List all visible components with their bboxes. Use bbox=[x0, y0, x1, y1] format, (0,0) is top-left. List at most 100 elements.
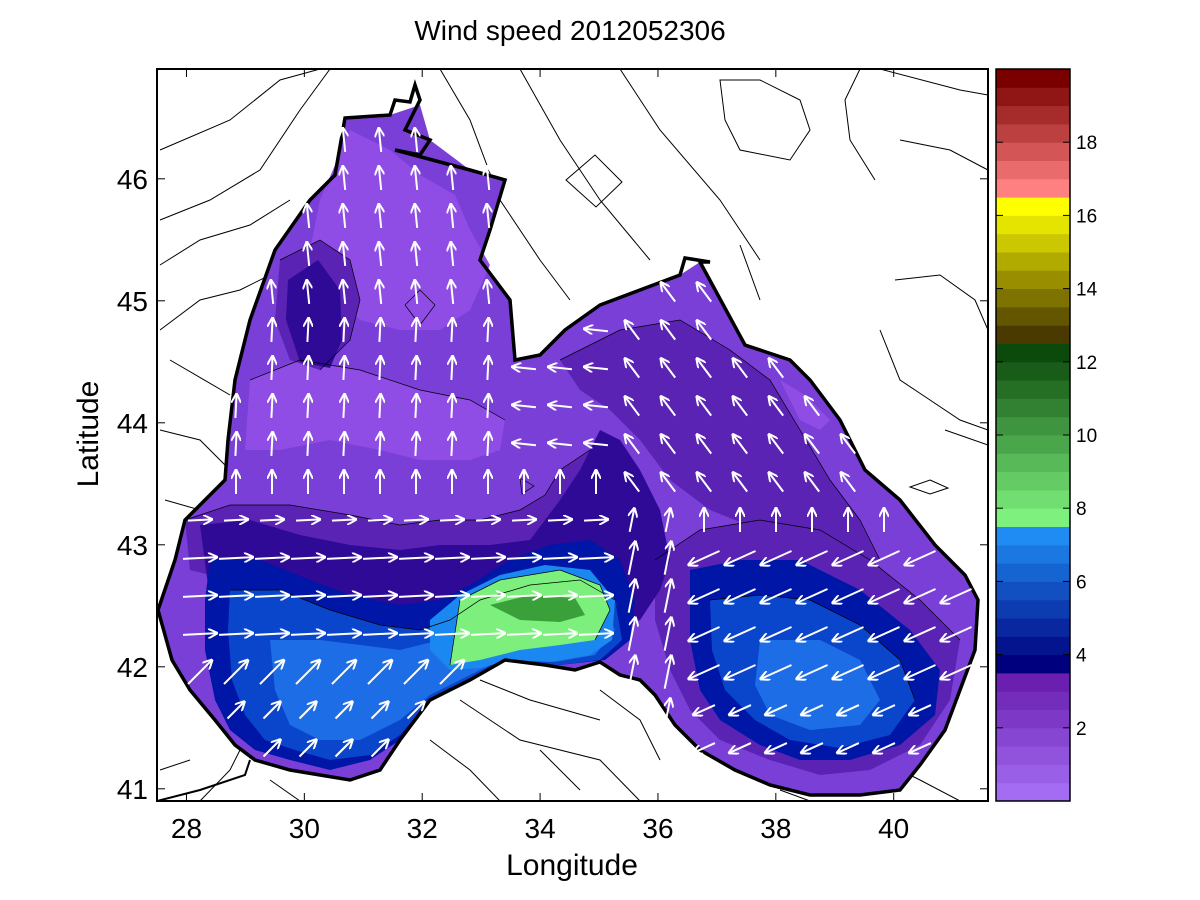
wind-vector-arrow bbox=[367, 660, 392, 685]
wind-vector-arrow bbox=[625, 472, 641, 493]
wind-vector-arrow bbox=[271, 356, 272, 381]
wind-vector-arrow bbox=[271, 394, 272, 419]
wind-vector-arrow bbox=[548, 405, 573, 407]
wind-vector-arrow bbox=[451, 318, 452, 343]
wind-vector-arrow bbox=[909, 704, 932, 715]
wind-vector-arrow bbox=[733, 396, 749, 417]
wind-vector-arrow bbox=[343, 204, 345, 229]
wind-vector-arrow bbox=[434, 557, 469, 559]
contour-line bbox=[279, 239, 361, 371]
wind-vector-arrow bbox=[584, 367, 609, 369]
wind-vector-arrow bbox=[765, 742, 788, 753]
wind-vector-arrow bbox=[909, 742, 932, 753]
colorbar-step bbox=[996, 508, 1070, 527]
colorbar-step bbox=[996, 416, 1070, 436]
wind-vector-arrow bbox=[940, 664, 972, 679]
wind-vector-arrow bbox=[254, 633, 289, 635]
colorbar-step bbox=[996, 178, 1070, 198]
wind-vector-arrow bbox=[307, 318, 308, 343]
wind-vector-arrow bbox=[627, 617, 636, 651]
wind-vector-arrow bbox=[733, 434, 749, 455]
wind-vector-arrow bbox=[362, 595, 397, 597]
wind-vector-arrow bbox=[226, 702, 245, 720]
colorbar-step bbox=[996, 142, 1070, 161]
colorbar-step bbox=[996, 471, 1070, 491]
coastline-border bbox=[157, 759, 251, 801]
wind-vector-arrow bbox=[262, 702, 281, 720]
wind-vector-arrow bbox=[584, 443, 609, 445]
wind-vector-arrow bbox=[769, 434, 785, 455]
wind-vector-arrow bbox=[398, 595, 433, 597]
contour-line bbox=[459, 699, 641, 801]
wind-vector-arrow bbox=[688, 664, 720, 679]
colorbar-step bbox=[996, 288, 1070, 308]
coastline bbox=[157, 79, 980, 797]
wind-vector-arrow bbox=[697, 396, 713, 417]
wind-vector-arrow bbox=[868, 588, 900, 603]
colorbar-step bbox=[996, 489, 1070, 509]
wind-vector-arrow bbox=[223, 660, 248, 685]
wind-vector-arrow bbox=[343, 318, 344, 343]
contour-line bbox=[269, 779, 301, 801]
wind-vector-arrow bbox=[295, 519, 320, 520]
wind-vector-arrow bbox=[307, 242, 309, 267]
x-tick-label: 34 bbox=[525, 813, 556, 844]
wind-vector-arrow bbox=[769, 472, 785, 493]
wind-vector-arrow bbox=[271, 432, 272, 457]
colorbar: 2 4 6 8 10 12 14 16 18 bbox=[995, 68, 1098, 802]
wind-vector-arrow bbox=[729, 742, 752, 753]
wind-vector-arrow bbox=[868, 664, 900, 679]
wind-vector-arrow bbox=[697, 282, 713, 303]
wind-vector-arrow bbox=[235, 432, 236, 457]
colorbar-step bbox=[996, 123, 1070, 143]
contour-line bbox=[908, 479, 950, 495]
wind-vector-arrow bbox=[661, 396, 677, 417]
wind-vector-arrow bbox=[370, 702, 389, 720]
wind-vector-arrow bbox=[832, 626, 864, 641]
wind-vector-arrow bbox=[868, 626, 900, 641]
wind-vector-arrow bbox=[415, 204, 417, 229]
wind-vector-arrow bbox=[760, 626, 792, 641]
x-tick-label: 40 bbox=[878, 813, 909, 844]
wind-vector-arrow bbox=[661, 320, 677, 341]
contour-line bbox=[159, 69, 321, 151]
y-tick-label: 43 bbox=[117, 530, 148, 561]
colorbar-step bbox=[996, 160, 1070, 180]
wind-vector-arrow bbox=[307, 394, 308, 419]
wind-vector-arrow bbox=[487, 394, 488, 419]
wind-vector-arrow bbox=[627, 541, 636, 575]
contour-line bbox=[599, 689, 661, 761]
wind-vector-arrow bbox=[487, 204, 489, 229]
wind-vector-arrow bbox=[451, 280, 453, 305]
wind-vector-arrow bbox=[379, 280, 381, 305]
y-tick-label: 42 bbox=[117, 652, 148, 683]
colorbar-step bbox=[996, 746, 1070, 765]
wind-vector-arrow bbox=[290, 595, 325, 597]
wind-vector-arrow bbox=[259, 660, 284, 685]
wind-vector-arrow bbox=[403, 519, 428, 520]
colorbar-step bbox=[996, 581, 1070, 601]
x-tick-label: 32 bbox=[407, 813, 438, 844]
colorbar-step bbox=[996, 380, 1070, 399]
wind-vector-arrow bbox=[873, 742, 896, 753]
wind-vector-arrow bbox=[331, 519, 356, 520]
wind-vector-arrow bbox=[511, 519, 536, 520]
wind-vector-arrow bbox=[271, 318, 272, 343]
wind-vector-arrow bbox=[625, 320, 641, 341]
wind-vector-arrow bbox=[578, 595, 613, 597]
wind-vector-arrow bbox=[487, 318, 488, 343]
contour-line bbox=[654, 519, 961, 641]
colorbar-tick-label: 2 bbox=[1076, 719, 1087, 740]
wind-vector-arrow bbox=[663, 655, 672, 689]
wind-vector-arrow bbox=[769, 358, 785, 379]
wind-vector-arrow bbox=[627, 655, 636, 689]
wind-vector-arrow bbox=[451, 394, 452, 419]
wind-vector-arrow bbox=[487, 166, 489, 191]
wind-vector-arrow bbox=[663, 617, 672, 651]
wind-vector-arrow bbox=[434, 633, 469, 635]
wind-vector-arrow bbox=[663, 541, 672, 575]
contour-line bbox=[519, 69, 651, 261]
contour-line bbox=[249, 359, 506, 421]
wind-vector-arrow bbox=[904, 626, 936, 641]
